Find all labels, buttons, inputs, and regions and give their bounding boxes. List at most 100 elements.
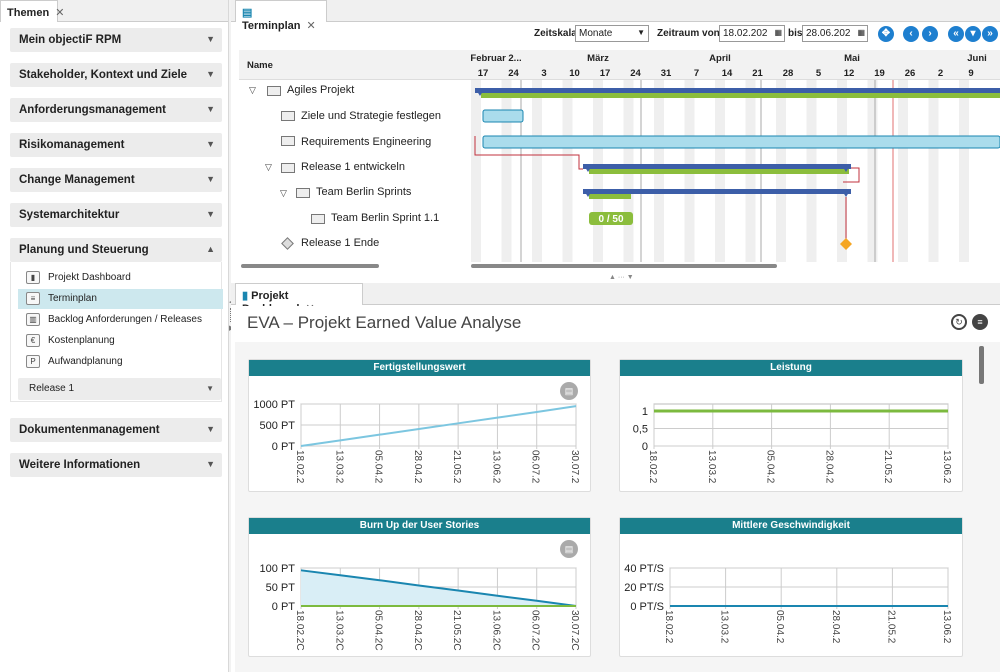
gantt-timeline: 0 / 50 — [471, 80, 1000, 262]
chevron-down-icon: ▼ — [206, 459, 215, 469]
tab-themen[interactable]: Themen ✕ — [0, 0, 64, 22]
sprint-bar[interactable] — [589, 212, 633, 225]
nav-backlog[interactable]: ▥ Backlog Anforderungen / Releases — [18, 310, 223, 330]
jump-start-icon[interactable]: « — [948, 26, 964, 42]
y-tick-label: 0,5 — [633, 424, 648, 436]
export-icon[interactable]: ▤ — [560, 382, 578, 400]
menu-icon[interactable]: ≡ — [972, 314, 988, 330]
tab-projekt-dashboard[interactable]: ▮ Projekt Dashboard✕ — [235, 283, 363, 315]
progress-bar — [589, 169, 849, 174]
weekend-column — [898, 80, 908, 262]
scroll-left-icon[interactable]: ‹ — [903, 26, 919, 42]
section-change-management[interactable]: Change Management ▼ — [10, 168, 222, 192]
x-tick-label: 18.02.2C — [294, 610, 305, 651]
tab-terminplan[interactable]: ▤ Terminplan ✕ — [235, 0, 327, 32]
nav-terminplan[interactable]: ≡ Terminplan — [18, 289, 223, 309]
card-burn-up: Burn Up der User Stories ▤ 0 PT 50 PT 100 … — [248, 517, 591, 657]
gantt-row-name[interactable]: Release 1 entwickeln — [301, 161, 405, 173]
pane-splitter-grip-icon[interactable]: ▲ ··· ▼ — [609, 274, 634, 281]
calendar-icon[interactable]: ▦ — [774, 28, 782, 37]
y-tick-label: 0 PT — [272, 441, 296, 453]
x-tick-label: 05.04.2C — [373, 610, 384, 651]
section-planung-steuerung[interactable]: Planung und Steuerung ▲ — [10, 238, 222, 262]
summary-bar[interactable] — [583, 164, 851, 169]
x-tick-label: 05.04.2 — [765, 450, 776, 484]
effort-icon: P — [26, 355, 40, 368]
chart-fertigstellungswert: 0 PT 500 PT 1000 PT 18.02.2 13.03.2 05.04.2 28… — [253, 399, 580, 484]
gantt-row-name[interactable]: Release 1 Ende — [301, 237, 380, 249]
main-area: ▤ Terminplan ✕ Zeitskala Monate ▼ Zeitraum… — [231, 0, 1000, 672]
collapse-triangle-icon[interactable]: ▽ — [280, 188, 287, 198]
themen-tabbar: Themen ✕ — [0, 0, 228, 22]
gantt-row-name[interactable]: Team Berlin Sprints — [316, 186, 412, 198]
section-label: Stakeholder, Kontext und Ziele — [19, 69, 188, 81]
section-label: Dokumentenmanagement — [19, 424, 160, 436]
summary-start-marker — [475, 88, 485, 96]
refresh-icon[interactable]: ↻ — [951, 314, 967, 330]
section-systemarchitektur[interactable]: Systemarchitektur ▼ — [10, 203, 222, 227]
scroll-right-icon[interactable]: › — [922, 26, 938, 42]
gantt-row-name[interactable]: Requirements Engineering — [301, 136, 432, 148]
jump-end-icon[interactable]: » — [982, 26, 998, 42]
dashboard-icon: ▮ — [242, 290, 249, 302]
collapse-triangle-icon[interactable]: ▽ — [249, 85, 256, 95]
summary-end-marker — [841, 164, 851, 172]
summary-bar[interactable] — [475, 88, 1000, 93]
nav-label: Projekt Dashboard — [48, 272, 131, 283]
close-icon[interactable]: ✕ — [55, 7, 65, 19]
calendar-icon[interactable]: ▦ — [857, 28, 865, 37]
splitter-grip-icon[interactable] — [230, 308, 232, 322]
backlog-icon: ▥ — [26, 313, 40, 326]
release-dropdown-label: Release 1 — [29, 383, 75, 394]
section-risikomanagement[interactable]: Risikomanagement ▼ — [10, 133, 222, 157]
nav-projekt-dashboard[interactable]: ▮ Projekt Dashboard — [18, 268, 223, 288]
section-stakeholder[interactable]: Stakeholder, Kontext und Ziele ▼ — [10, 63, 222, 87]
nav-kostenplanung[interactable]: € Kostenplanung — [18, 331, 223, 351]
jump-today-icon[interactable]: ▾ — [965, 26, 981, 42]
zeitskala-select[interactable]: Monate ▼ — [575, 25, 649, 42]
collapse-triangle-icon[interactable]: ▽ — [265, 162, 272, 172]
summary-start-marker — [583, 164, 593, 172]
dashboard-scrollbar[interactable] — [979, 346, 984, 384]
summary-bar[interactable] — [583, 189, 851, 194]
x-tick-label: 21.05.2 — [451, 450, 462, 484]
x-tick-label: 13.03.2 — [333, 450, 344, 484]
card-title: Leistung — [620, 360, 962, 376]
x-tick-label: 18.02.2 — [663, 610, 674, 644]
series-line — [300, 569, 577, 607]
series-line — [300, 405, 577, 447]
weekend-column — [562, 80, 573, 262]
close-icon[interactable]: ✕ — [306, 20, 316, 32]
gantt-row-name[interactable]: Team Berlin Sprint 1.1 — [331, 212, 440, 224]
y-tick-label: 100 PT — [260, 563, 296, 575]
day-header: 9 — [968, 68, 974, 79]
zeitraum-von-input[interactable]: 18.02.202 ▦ — [719, 25, 785, 42]
sprint-icon — [311, 214, 325, 224]
section-weitere-informationen[interactable]: Weitere Informationen ▼ — [10, 453, 222, 477]
milestone-marker[interactable] — [840, 238, 852, 250]
section-label: Anforderungsmanagement — [19, 104, 166, 116]
section-dokumentenmanagement[interactable]: Dokumentenmanagement ▼ — [10, 418, 222, 442]
release-dropdown[interactable]: Release 1 ▼ — [18, 378, 221, 400]
name-scrollbar[interactable] — [241, 264, 379, 268]
gantt-toolbar: Zeitskala Monate ▼ Zeitraum von 18.02.202… — [231, 22, 1000, 46]
timeline-scrollbar[interactable] — [471, 264, 777, 268]
day-header: 24 — [630, 68, 641, 79]
day-header: 14 — [721, 68, 733, 79]
section-anforderungsmanagement[interactable]: Anforderungsmanagement ▼ — [10, 98, 222, 122]
gantt-row-name[interactable]: Agiles Projekt — [287, 84, 355, 96]
x-tick-label: 21.05.2 — [882, 450, 893, 484]
task-bar[interactable] — [482, 109, 524, 123]
task-bar[interactable] — [482, 135, 1000, 149]
x-tick-label: 28.04.2 — [830, 610, 841, 644]
chevron-up-icon: ▲ — [206, 244, 215, 254]
gantt-header — [239, 50, 1000, 80]
section-mein-objectif[interactable]: Mein objectiF RPM ▼ — [10, 28, 222, 52]
export-icon[interactable]: ▤ — [560, 540, 578, 558]
card-title: Fertigstellungswert — [249, 360, 590, 376]
gantt-row-name[interactable]: Ziele und Strategie festlegen — [301, 110, 442, 122]
name-column-header: Name — [247, 60, 273, 71]
nav-aufwandplanung[interactable]: P Aufwandplanung — [18, 352, 223, 372]
zeitraum-bis-input[interactable]: 28.06.202 ▦ — [802, 25, 868, 42]
fit-all-icon[interactable]: ✥ — [878, 26, 894, 42]
